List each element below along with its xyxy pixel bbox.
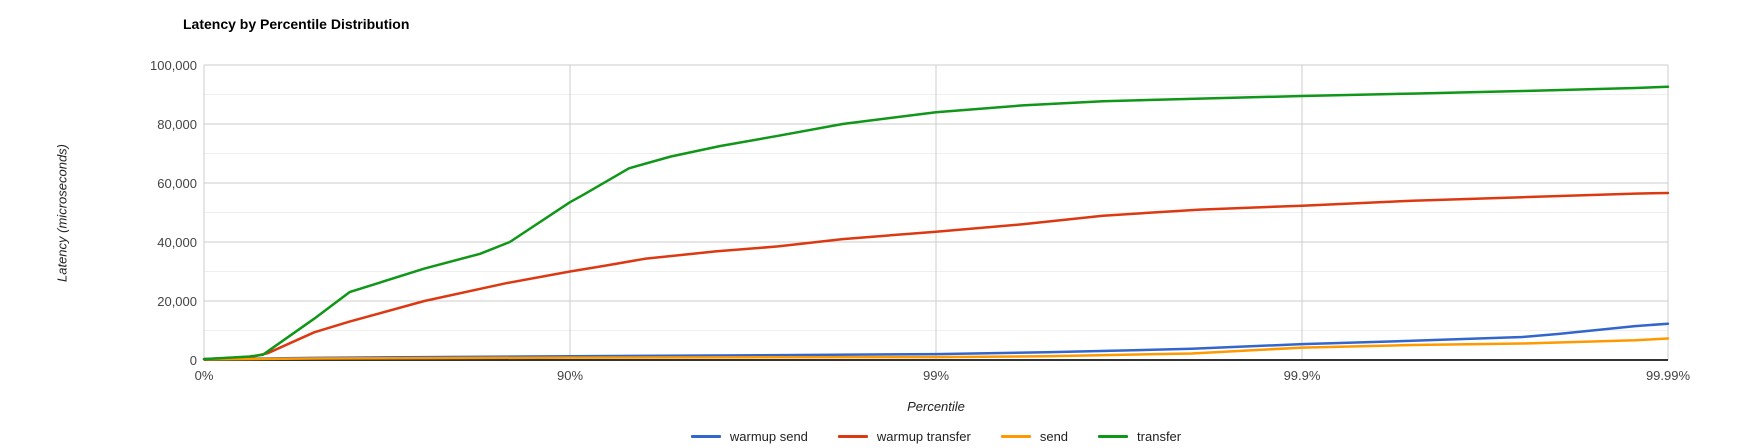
legend: warmup send warmup transfer send transfe…	[204, 427, 1668, 445]
y-tick-label: 80,000	[157, 117, 197, 132]
x-axis-title: Percentile	[907, 399, 965, 414]
x-tick-label: 99.99%	[1645, 368, 1691, 383]
legend-item: warmup send	[690, 428, 808, 444]
x-tick-label: 99%	[922, 368, 950, 383]
legend-line-swatch	[1000, 434, 1031, 438]
x-tick-label: 90%	[556, 368, 584, 383]
legend-line-swatch	[690, 434, 721, 438]
legend-line-swatch	[837, 434, 868, 438]
legend-item: warmup transfer	[837, 428, 971, 444]
legend-line-swatch	[1098, 434, 1129, 438]
legend-item: send	[1000, 428, 1069, 444]
legend-label: transfer	[1137, 428, 1182, 444]
legend-label: warmup transfer	[876, 428, 971, 444]
x-tick-label: 99.9%	[1283, 368, 1321, 383]
y-tick-label: 40,000	[157, 235, 197, 250]
chart-title: Latency by Percentile Distribution	[183, 16, 410, 32]
y-tick-label: 100,000	[150, 58, 197, 73]
y-tick-label: 0	[189, 353, 197, 368]
legend-label: warmup send	[729, 428, 808, 444]
x-tick-label: 0%	[194, 368, 214, 383]
y-tick-label: 20,000	[157, 294, 197, 309]
legend-item: transfer	[1098, 429, 1181, 444]
legend-label: send	[1039, 428, 1069, 444]
y-tick-label: 60,000	[157, 176, 197, 191]
